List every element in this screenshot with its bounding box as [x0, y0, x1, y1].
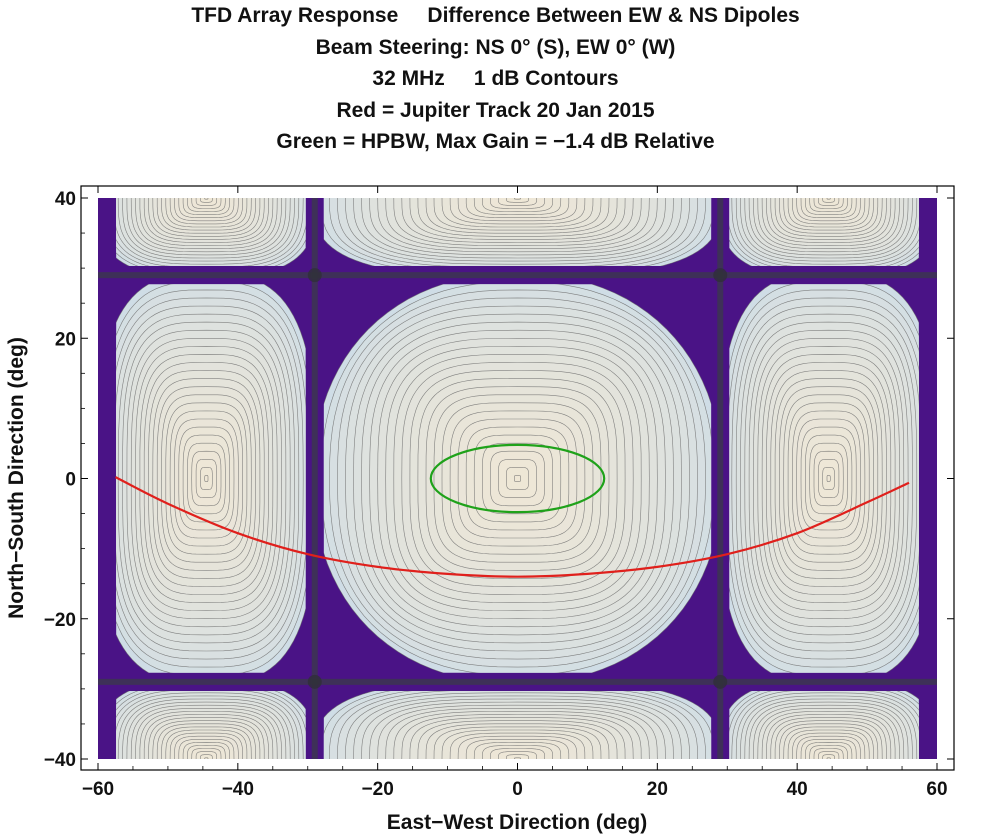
x-tick-label: 0: [512, 779, 523, 800]
null-intersection: [307, 674, 322, 689]
lobe-region: [116, 284, 306, 673]
plot-clip-group: [98, 198, 937, 759]
lobe-region: [323, 284, 712, 673]
null-line-vertical: [717, 198, 724, 759]
contour-level: [514, 198, 521, 200]
plot-area: [98, 198, 937, 759]
lobe-region: [116, 198, 306, 267]
null-intersection: [713, 268, 728, 283]
contour-level: [204, 198, 209, 200]
axis-ticks: −60 −40 −20 0 20 40 60 −40 −20 0 20 40: [44, 186, 954, 800]
y-tick-label: −20: [44, 610, 76, 631]
lobe-region: [116, 690, 306, 759]
contour-level: [826, 757, 831, 759]
null-line-vertical: [311, 198, 318, 759]
chart-title: TFD Array Response Difference Between EW…: [0, 0, 991, 158]
lobe-region: [323, 690, 712, 759]
x-tick-label: 40: [787, 779, 808, 800]
y-axis-title: North−South Direction (deg): [5, 337, 28, 619]
contour-level: [826, 198, 831, 200]
contour-level: [200, 754, 213, 759]
title-line-2: Beam Steering: NS 0° (S), EW 0° (W): [315, 35, 676, 59]
null-intersection: [307, 268, 322, 283]
contour-level: [826, 475, 831, 482]
lobe-region: [729, 690, 919, 759]
contour-level: [204, 475, 209, 482]
y-tick-label: −40: [44, 750, 76, 771]
x-tick-label: −60: [82, 779, 114, 800]
null-line-horizontal: [98, 678, 937, 685]
lobe-region: [323, 198, 712, 267]
null-line-horizontal: [98, 272, 937, 279]
lobe-region: [729, 198, 919, 267]
contour-level: [514, 757, 521, 759]
contour-level: [822, 754, 835, 759]
y-tick-label: 0: [65, 470, 76, 491]
jupiter-track-line: [114, 476, 910, 578]
x-tick-label: −20: [362, 779, 394, 800]
title-line-1: TFD Array Response Difference Between EW…: [191, 4, 800, 27]
contour-level: [506, 754, 529, 759]
x-tick-label: −40: [222, 779, 254, 800]
x-tick-label: 20: [647, 779, 668, 800]
title-line-3: 32 MHz 1 dB Contours: [372, 67, 619, 91]
lobe-region: [729, 284, 919, 673]
y-tick-label: 20: [55, 329, 76, 350]
contour-level: [204, 757, 209, 759]
x-tick-label: 60: [926, 779, 947, 800]
null-intersection: [713, 674, 728, 689]
y-tick-label: 40: [55, 189, 76, 210]
x-axis-title: East−West Direction (deg): [387, 811, 647, 834]
title-line-4: Red = Jupiter Track 20 Jan 2015: [336, 98, 655, 122]
contour-level: [822, 198, 835, 203]
title-line-5: Green = HPBW, Max Gain = −1.4 dB Relativ…: [276, 130, 715, 154]
contour-level: [200, 198, 213, 203]
contour-level: [514, 475, 521, 482]
hpbw-ellipse: [429, 443, 606, 514]
contour-level: [506, 198, 529, 203]
